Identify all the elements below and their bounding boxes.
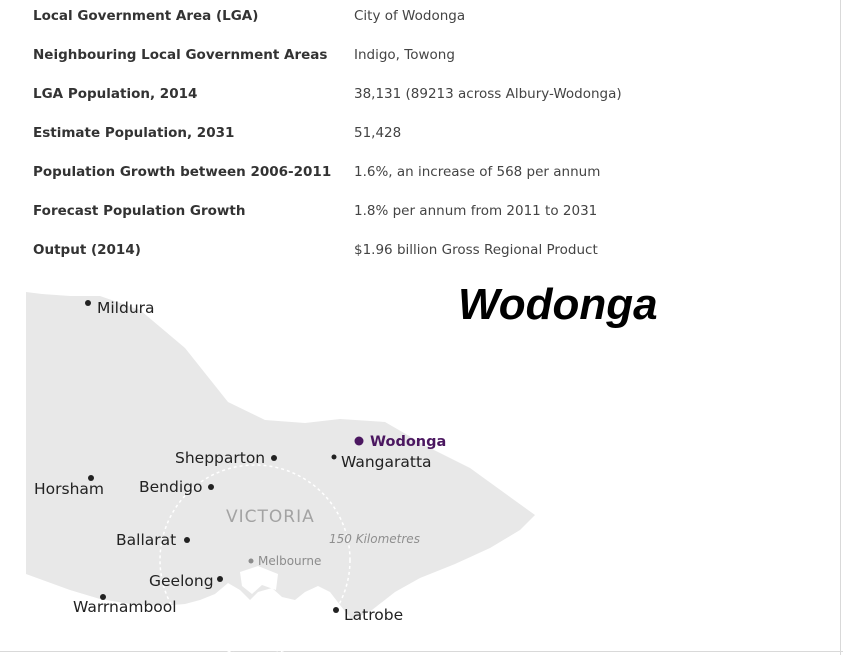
latrobe-dot: [333, 607, 339, 613]
fact-value: City of Wodonga: [354, 8, 466, 24]
inland-wedge: [378, 296, 398, 331]
fact-row-population-2014: LGA Population, 2014 38,131 (89213 acros…: [33, 78, 823, 117]
fact-value: Indigo, Towong: [354, 47, 455, 63]
fact-label: Population Growth between 2006-2011: [33, 164, 332, 180]
distance-label: 150 Kilometres: [329, 532, 420, 546]
city-label-melbourne: Melbourne: [258, 554, 322, 568]
geelong-dot: [217, 576, 223, 582]
frame-edge-bottom: [0, 651, 843, 652]
fact-row-lga: Local Government Area (LGA) City of Wodo…: [33, 0, 823, 39]
fact-value: 51,428: [354, 125, 402, 141]
fact-label: Estimate Population, 2031: [33, 125, 235, 141]
fact-label: Forecast Population Growth: [33, 203, 246, 219]
city-label-bendigo: Bendigo: [139, 478, 203, 496]
frame-edge-right: [840, 0, 841, 655]
horsham-dot: [88, 475, 94, 481]
warrnambool-dot: [100, 594, 106, 600]
mildura-dot: [85, 300, 91, 306]
city-label-horsham: Horsham: [34, 480, 105, 498]
region-label-victoria: VICTORIA: [226, 507, 315, 527]
city-label-geelong: Geelong: [149, 572, 214, 590]
fact-row-output-2014: Output (2014) $1.96 billion Gross Region…: [33, 234, 823, 273]
city-label-ballarat: Ballarat: [116, 531, 177, 549]
map-title: Wodonga: [458, 280, 658, 329]
fact-row-population-2031: Estimate Population, 2031 51,428: [33, 117, 823, 156]
ballarat-dot: [184, 537, 190, 543]
fact-value: 38,131 (89213 across Albury-Wodonga): [354, 86, 622, 102]
fact-label: LGA Population, 2014: [33, 86, 198, 102]
bendigo-dot: [208, 484, 214, 490]
port-phillip-bay: [240, 566, 278, 594]
fact-row-forecast-growth: Forecast Population Growth 1.8% per annu…: [33, 195, 823, 234]
fact-row-growth-2006-2011: Population Growth between 2006-2011 1.6%…: [33, 156, 823, 195]
fact-label: Local Government Area (LGA): [33, 8, 259, 24]
fact-label: Neighbouring Local Government Areas: [33, 47, 328, 63]
facts-table: Local Government Area (LGA) City of Wodo…: [33, 0, 823, 273]
city-label-latrobe: Latrobe: [344, 606, 404, 624]
fact-label: Output (2014): [33, 242, 141, 258]
city-label-warrnambool: Warrnambool: [73, 598, 177, 616]
city-label-shepparton: Shepparton: [175, 449, 266, 467]
distance-ring: [159, 464, 351, 655]
fact-value: 1.6%, an increase of 568 per annum: [354, 164, 601, 180]
wodonga-dot: [354, 436, 364, 446]
shepparton-dot: [271, 455, 277, 461]
fact-row-neighbouring-lgas: Neighbouring Local Government Areas Indi…: [33, 39, 823, 78]
city-label-wodonga: Wodonga: [370, 434, 447, 450]
melbourne-dot: [248, 558, 254, 564]
wangaratta-dot: [331, 454, 337, 460]
city-label-wangaratta: Wangaratta: [341, 453, 432, 471]
city-label-mildura: Mildura: [97, 299, 155, 317]
victoria-landmass: [26, 292, 535, 620]
fact-value: 1.8% per annum from 2011 to 2031: [354, 203, 598, 219]
fact-value: $1.96 billion Gross Regional Product: [354, 242, 598, 258]
